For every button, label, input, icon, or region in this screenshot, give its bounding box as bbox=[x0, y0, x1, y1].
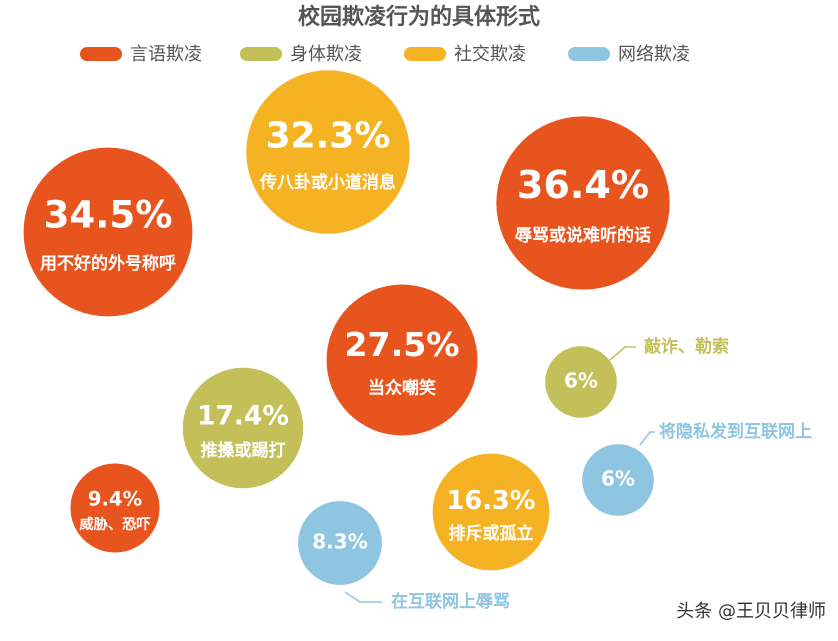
bubble-value: 8.3% bbox=[312, 530, 367, 554]
chart-title: 校园欺凌行为的具体形式 bbox=[298, 4, 540, 30]
bubble-value: 17.4% bbox=[197, 401, 289, 432]
bubble-label: 传八卦或小道消息 bbox=[259, 172, 396, 193]
callout-label: 在互联网上辱骂 bbox=[391, 591, 510, 612]
watermark: 头条 @王贝贝律师 bbox=[676, 601, 826, 622]
bubble-value: 32.3% bbox=[266, 115, 391, 156]
bubble-value: 6% bbox=[564, 369, 598, 393]
legend-label: 社交欺凌 bbox=[454, 44, 526, 65]
callout-label: 将隐私发到互联网上 bbox=[659, 421, 812, 442]
bubble bbox=[182, 367, 304, 489]
bubble-label: 辱骂或说难听的话 bbox=[515, 225, 651, 246]
bubble-label: 用不好的外号称呼 bbox=[40, 253, 176, 274]
bubble-label: 推搡或踢打 bbox=[201, 440, 286, 461]
legend-swatch bbox=[80, 47, 122, 61]
bubble bbox=[246, 70, 410, 234]
bubble-label: 排斥或孤立 bbox=[449, 523, 534, 544]
legend-label: 身体欺凌 bbox=[290, 44, 362, 65]
bubble-value: 34.5% bbox=[44, 193, 173, 236]
callout-label: 敲诈、勒索 bbox=[644, 336, 729, 357]
bubble-value: 16.3% bbox=[446, 486, 535, 516]
legend-swatch bbox=[404, 47, 446, 61]
legend-swatch bbox=[568, 47, 610, 61]
legend-label: 网络欺凌 bbox=[618, 44, 690, 65]
bubble-value: 9.4% bbox=[88, 487, 142, 510]
legend-label: 言语欺凌 bbox=[130, 44, 202, 65]
bubble bbox=[432, 453, 550, 571]
legend-swatch bbox=[240, 47, 282, 61]
bubble bbox=[70, 463, 160, 553]
bubble bbox=[326, 284, 478, 436]
bubble bbox=[23, 147, 193, 317]
bubble-value: 36.4% bbox=[517, 163, 649, 207]
bubble bbox=[496, 116, 670, 290]
bubble-value: 27.5% bbox=[344, 325, 459, 364]
callout-line bbox=[609, 346, 636, 361]
bubble bbox=[582, 444, 654, 516]
callout-line bbox=[639, 431, 655, 446]
bubble bbox=[298, 501, 382, 585]
bubble bbox=[545, 346, 617, 418]
bubble-label: 当众嘲笑 bbox=[368, 378, 436, 399]
callout-line bbox=[344, 591, 382, 603]
bubble-value: 6% bbox=[601, 467, 635, 491]
bubble-label: 威胁、恐吓 bbox=[79, 515, 150, 533]
